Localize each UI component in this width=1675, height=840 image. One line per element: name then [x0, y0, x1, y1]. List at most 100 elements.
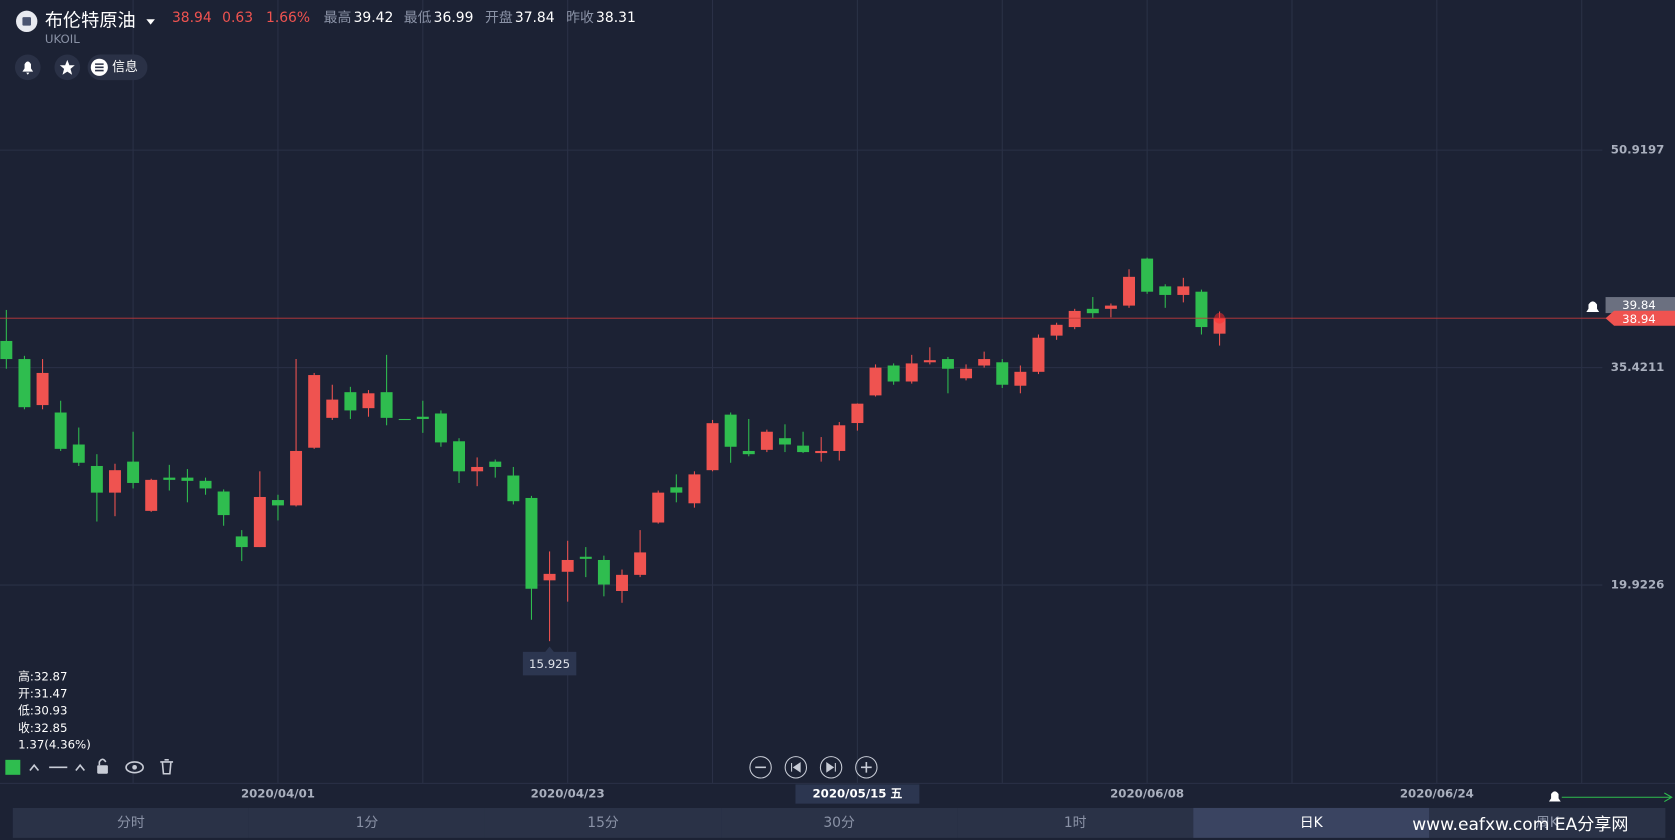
x-tick-label: 2020/05/15 五 — [812, 787, 902, 801]
stat: 开盘 37.84 — [485, 9, 555, 26]
tab-label: 30分 — [823, 815, 855, 831]
lock-tool[interactable] — [97, 765, 108, 774]
candle-body — [109, 470, 121, 493]
candle-body — [833, 425, 846, 451]
stat-label: 最低 — [404, 10, 432, 26]
candle-body — [724, 414, 737, 447]
candle-body — [561, 559, 574, 572]
candle-body — [416, 416, 429, 419]
stat-value: 37.84 — [515, 10, 555, 26]
candle-body — [127, 461, 140, 483]
plot: 50.919735.421119.922639.8438.9415.925高:3… — [0, 0, 1675, 784]
tab-label: 日K — [1300, 815, 1324, 831]
title: 布伦特原油 — [45, 10, 136, 31]
info-button-label: 信息 — [112, 59, 138, 75]
candle-body — [163, 477, 176, 480]
candle-body — [1195, 291, 1208, 328]
tab[interactable] — [1429, 807, 1666, 838]
low-callout-label: 15.925 — [529, 657, 570, 671]
candle-body — [634, 552, 647, 575]
y-tick-label: 19.9226 — [1611, 578, 1665, 592]
candle-body — [579, 556, 592, 559]
stat: 最高 39.42 — [324, 9, 394, 26]
eye-tool[interactable] — [125, 761, 144, 774]
info-value: 32.85 — [34, 720, 68, 734]
stat: 昨收 38.31 — [566, 10, 636, 26]
x-tick-label: 2020/04/01 — [241, 787, 315, 801]
candle-body — [978, 359, 991, 366]
x-tick-label: 2020/04/23 — [531, 787, 605, 801]
candle-body — [543, 573, 556, 581]
candle-body — [471, 466, 484, 472]
candle-body — [597, 559, 610, 585]
delete-tool[interactable] — [160, 759, 174, 775]
info-icon-lines — [95, 63, 104, 72]
color-tool[interactable] — [5, 759, 21, 775]
bell-icon — [1548, 791, 1561, 802]
tab[interactable] — [721, 807, 958, 838]
tabs: 分时 1分 15分 30分 1时 日K 周K — [12, 807, 1666, 838]
zoom-in[interactable] — [855, 756, 878, 779]
change: 0.63 — [222, 10, 253, 26]
stat-label: 昨收 — [566, 10, 594, 26]
candle-body — [217, 491, 230, 516]
stat-value: 39.42 — [354, 10, 394, 26]
candle-body — [960, 368, 973, 379]
info-change: 1.37(4.36%) — [18, 737, 91, 751]
info-line: 高:32.87 — [18, 669, 67, 683]
candle-body — [72, 444, 85, 463]
candle-body — [652, 492, 665, 523]
tab[interactable] — [484, 807, 722, 838]
candle-body — [525, 497, 538, 589]
candle-body — [18, 359, 31, 408]
candle-body — [235, 536, 248, 548]
tab[interactable] — [12, 807, 249, 838]
eye-pupil — [132, 764, 137, 770]
tool-up-2[interactable] — [75, 763, 86, 772]
candle-body — [1123, 276, 1135, 306]
candle-body — [923, 360, 936, 363]
tab[interactable] — [248, 807, 485, 838]
candle-body — [742, 450, 755, 455]
candle-body — [760, 431, 773, 450]
tab[interactable] — [957, 807, 1194, 838]
dropdown[interactable] — [146, 19, 155, 25]
x-axis: 2020/04/01 2020/04/23 2020/05/15 五 2020/06/… — [241, 784, 1474, 804]
candle-body — [0, 340, 13, 360]
candle-body — [1213, 318, 1226, 334]
candle-body — [36, 372, 49, 406]
candle-body — [453, 441, 466, 472]
candle-body — [489, 461, 502, 467]
stats: 最高 39.42 最低 36.99 开盘 37.84 昨收 38.31 — [324, 9, 636, 26]
tool-up[interactable] — [29, 763, 40, 772]
candle-body — [996, 362, 1009, 385]
price: 38.94 — [172, 10, 212, 26]
candle-body — [941, 359, 954, 369]
bell-icon — [22, 61, 34, 75]
candle-body — [308, 375, 321, 448]
nav-start[interactable] — [784, 756, 808, 779]
info-label: 低: — [18, 703, 34, 717]
tab[interactable] — [1193, 807, 1430, 838]
nav-end[interactable] — [819, 756, 843, 779]
candle-body — [54, 412, 67, 449]
candle-body — [815, 450, 828, 454]
stat: 最低 36.99 — [404, 10, 474, 26]
symbol: UKOIL — [45, 32, 80, 46]
star-icon — [59, 59, 75, 75]
candle-body — [181, 477, 194, 481]
candle-body — [271, 500, 284, 506]
candle-body — [199, 480, 212, 489]
tab-label: 1分 — [356, 815, 379, 831]
candle-body — [1159, 286, 1172, 295]
zoom-out[interactable] — [749, 756, 772, 779]
x-tick-label: 2020/06/08 — [1110, 787, 1184, 801]
x-tick-label: 2020/06/24 — [1400, 787, 1474, 801]
candle-body — [507, 475, 520, 502]
tab-label: 周K — [1536, 815, 1560, 831]
nav-end-icon — [826, 762, 836, 773]
candle-body — [1141, 258, 1154, 292]
tab-label: 15分 — [587, 815, 619, 831]
